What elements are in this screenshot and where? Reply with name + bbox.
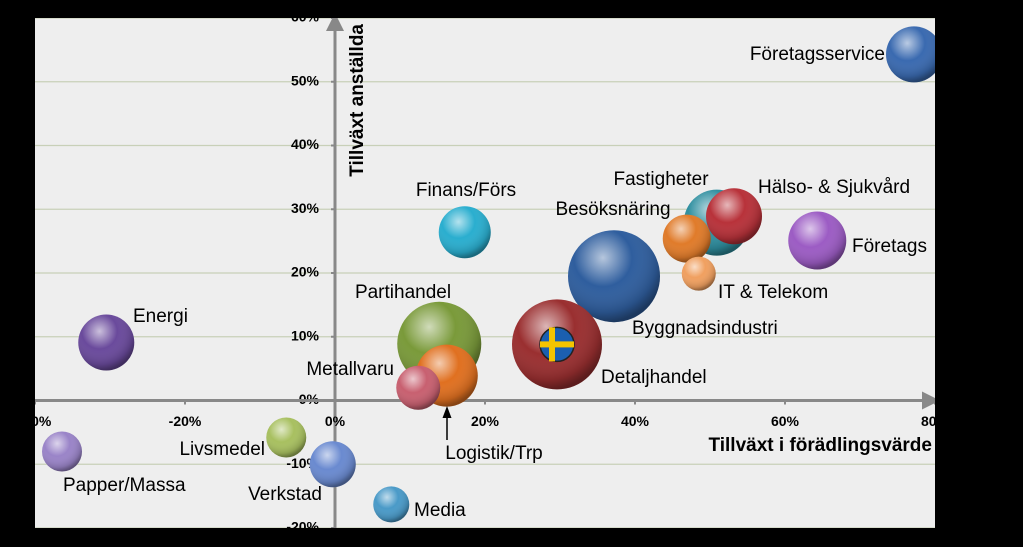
bubble-label: Livsmedel bbox=[179, 439, 265, 460]
bubble-label: Detaljhandel bbox=[601, 367, 707, 388]
y-tick-label: 50% bbox=[291, 72, 320, 88]
bubble-shine bbox=[788, 211, 847, 270]
bubble-label: Media bbox=[414, 500, 466, 521]
bubble-label: Fastigheter bbox=[613, 169, 709, 190]
x-tick-label: -40% bbox=[19, 413, 52, 429]
y-axis-title: Tillväxt anställda bbox=[347, 24, 368, 177]
bubble-label: Företags bbox=[852, 236, 927, 257]
bubble-shine bbox=[42, 431, 82, 472]
bubble-label: Papper/Massa bbox=[63, 475, 186, 496]
flag bbox=[539, 326, 575, 363]
y-tick-label: 60% bbox=[291, 9, 320, 25]
y-tick-label: 20% bbox=[291, 264, 320, 280]
bubble-label: Energi bbox=[133, 306, 188, 327]
bubble-shine bbox=[681, 256, 716, 291]
x-tick-label: 0% bbox=[325, 413, 346, 429]
y-tick-label: 30% bbox=[291, 200, 320, 216]
x-axis-title: Tillväxt i förädlingsvärde bbox=[708, 435, 932, 456]
bubble-shine bbox=[706, 188, 762, 245]
bubble-shine bbox=[438, 206, 491, 259]
bubble-shine bbox=[266, 417, 307, 458]
y-tick-label: 40% bbox=[291, 136, 320, 152]
x-tick-label: 40% bbox=[621, 413, 650, 429]
bubble-label: Verkstad bbox=[248, 484, 322, 505]
bubble-shine bbox=[662, 214, 711, 263]
bubble-label: Besöksnäring bbox=[555, 199, 670, 220]
flag-cross-v bbox=[549, 327, 555, 362]
x-tick-label: 20% bbox=[471, 413, 500, 429]
bubble-shine bbox=[78, 314, 135, 371]
bubble-label: Logistik/Trp bbox=[445, 443, 543, 464]
bubble-label: Byggnadsindustri bbox=[632, 318, 778, 339]
plot: -20%-10%0%10%20%30%40%50%60%Tillväxt ans… bbox=[35, 9, 935, 535]
x-tick-label: 80% bbox=[921, 413, 950, 429]
bubble-label: Partihandel bbox=[355, 282, 451, 303]
bubble-shine bbox=[396, 365, 441, 410]
x-tick-label: -20% bbox=[169, 413, 202, 429]
bubble-shine bbox=[309, 441, 356, 488]
bubble-label: IT & Telekom bbox=[718, 282, 828, 303]
bubble-shine bbox=[373, 486, 410, 523]
y-tick-label: -20% bbox=[286, 519, 319, 535]
bubble-label: Hälso- & Sjukvård bbox=[758, 177, 910, 198]
bubble-label: Metallvaru bbox=[306, 359, 394, 380]
x-tick-label: 60% bbox=[771, 413, 800, 429]
bubble-shine bbox=[886, 26, 935, 83]
flag-cross-h bbox=[540, 341, 574, 348]
y-tick-label: 10% bbox=[291, 327, 320, 343]
bubble-label: Finans/Förs bbox=[416, 180, 516, 201]
bubble-label: Företagsservice bbox=[750, 44, 885, 65]
bubble-shine bbox=[568, 230, 660, 323]
